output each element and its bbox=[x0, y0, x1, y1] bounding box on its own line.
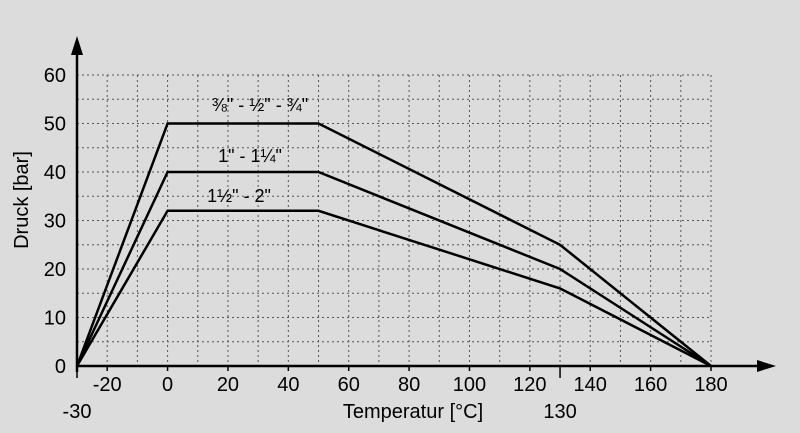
x-tick-label: 0 bbox=[162, 374, 173, 396]
x-extra-label: 130 bbox=[543, 401, 576, 423]
x-axis-arrow bbox=[757, 360, 776, 372]
x-tick-label: -20 bbox=[93, 374, 122, 396]
series-label-2: 1½" - 2" bbox=[207, 186, 271, 206]
y-axis-arrow bbox=[71, 36, 83, 55]
y-tick-label: 10 bbox=[44, 308, 66, 330]
y-tick-label: 60 bbox=[44, 65, 66, 87]
x-tick-label: 120 bbox=[513, 374, 546, 396]
series-group bbox=[75, 122, 712, 368]
y-tick-label: 50 bbox=[44, 114, 66, 136]
y-tick-label: 0 bbox=[55, 356, 66, 378]
x-tick-label: 140 bbox=[574, 374, 607, 396]
x-tick-label: 180 bbox=[694, 374, 727, 396]
x-axis-label: Temperatur [°C] bbox=[343, 401, 483, 423]
series-label-0: ⅜" - ½" - ¾" bbox=[212, 95, 308, 115]
grid bbox=[77, 74, 712, 366]
x-tick-label: 20 bbox=[217, 374, 239, 396]
y-axis-label: Druck [bar] bbox=[11, 151, 33, 249]
y-tick-label: 30 bbox=[44, 211, 66, 233]
x-tick-label: 40 bbox=[277, 374, 299, 396]
series-line-2 bbox=[75, 209, 712, 368]
labels-group: Druck [bar] Temperatur [°C] ⅜" - ½" - ¾"… bbox=[11, 95, 483, 423]
tick-labels: -20 0 20 40 60 80 100 120 140 160 180 -30 130 0 10 20 30… bbox=[44, 65, 728, 423]
x-tick-label: 60 bbox=[338, 374, 360, 396]
y-tick-label: 20 bbox=[44, 259, 66, 281]
series-label-1: 1" - 1¼" bbox=[218, 146, 282, 166]
x-tick-label: 100 bbox=[453, 374, 486, 396]
x-tick-label: 160 bbox=[634, 374, 667, 396]
axes bbox=[71, 36, 776, 378]
series-line-1 bbox=[75, 170, 712, 368]
series-line-0 bbox=[75, 122, 712, 367]
x-extra-label: -30 bbox=[63, 401, 92, 423]
y-tick-label: 40 bbox=[44, 162, 66, 184]
x-tick-label: 80 bbox=[398, 374, 420, 396]
